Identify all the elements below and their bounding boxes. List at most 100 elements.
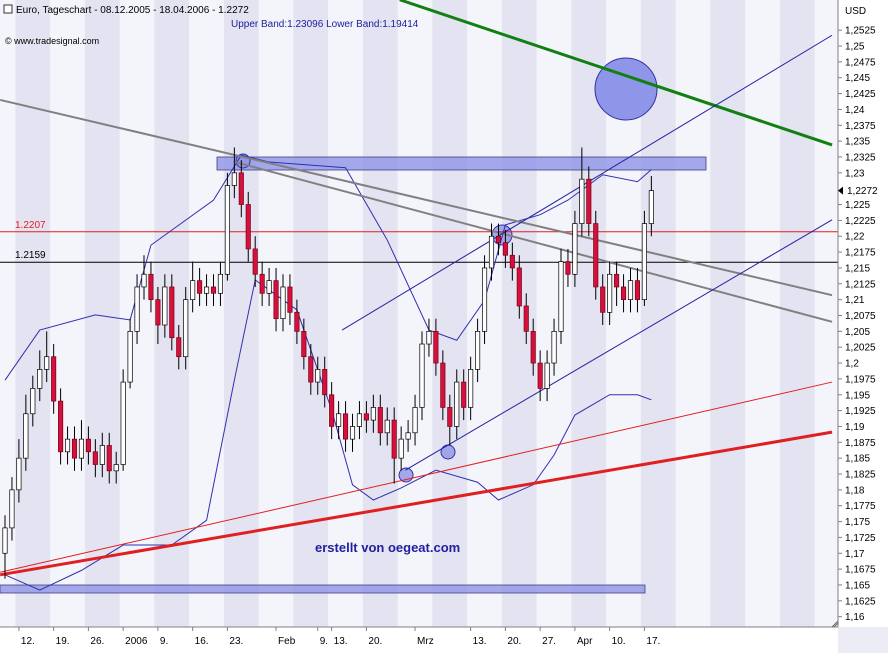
x-tick-label: 19.	[56, 636, 70, 647]
candle-body	[106, 445, 112, 472]
candle-body	[349, 426, 356, 440]
candle-body	[231, 172, 237, 186]
y-tick-label: 1,1725	[845, 533, 876, 544]
candle-body	[210, 286, 217, 294]
candle-body	[558, 261, 564, 332]
candle-body	[141, 273, 147, 288]
candle-body	[266, 280, 272, 294]
candle-body	[634, 280, 641, 300]
candle-body	[44, 356, 50, 370]
candle-body	[627, 280, 634, 300]
candle-body	[64, 438, 71, 453]
candle-body	[648, 190, 654, 224]
candle-body	[377, 407, 383, 434]
week-stripe	[328, 0, 363, 627]
x-tick-label: 27.	[542, 636, 556, 647]
week-stripes	[1, 0, 838, 627]
candle-body	[551, 330, 557, 364]
candle-body	[58, 400, 64, 453]
last-price-marker	[838, 186, 843, 195]
candle-body	[343, 413, 349, 440]
y-tick-label: 1,2	[845, 359, 859, 370]
y-tick-label: 1,17	[845, 549, 865, 560]
week-stripe	[814, 0, 838, 627]
y-tick-label: 1,1775	[845, 501, 876, 512]
week-stripe	[710, 0, 746, 627]
candle-body	[537, 362, 543, 389]
watermark: erstellt von oegeat.com	[315, 540, 460, 555]
x-tick-label: Feb	[278, 636, 296, 647]
support-box	[0, 584, 646, 594]
y-tick-label: 1,25	[845, 42, 865, 53]
y-tick-label: 1,1825	[845, 470, 876, 481]
candle-body	[329, 394, 335, 427]
candle-body	[488, 235, 495, 269]
x-tick-label: 26.	[90, 636, 104, 647]
x-tick-label: 2006	[125, 636, 148, 647]
candle-body	[217, 273, 224, 294]
candle-body	[99, 445, 105, 465]
candle-body	[419, 343, 425, 408]
candle-body	[530, 330, 536, 364]
candle-body	[544, 362, 550, 389]
candle-body	[468, 369, 474, 408]
candle-body	[113, 464, 119, 472]
y-tick-label: 1,23	[845, 168, 865, 179]
candle-body	[322, 369, 328, 396]
trend-line	[0, 381, 833, 573]
y-tick-label: 1,245	[845, 73, 870, 84]
candle-body	[356, 413, 363, 427]
y-tick-label: 1,2175	[845, 248, 876, 259]
highlight-circle	[594, 57, 658, 121]
x-tick-label: 12.	[21, 636, 35, 647]
level-label: 1.2159	[15, 250, 46, 261]
week-stripe	[84, 0, 120, 627]
candle-body	[176, 337, 182, 358]
candle-body	[85, 438, 91, 453]
y-tick-label: 1,1625	[845, 596, 876, 607]
candle-body	[516, 267, 522, 307]
band-info: Upper Band:1.23096 Lower Band:1.19414	[231, 19, 419, 30]
candle-body	[120, 381, 126, 465]
y-tick-label: 1,235	[845, 137, 870, 148]
candle-body	[384, 419, 390, 434]
y-tick-label: 1,2375	[845, 121, 876, 132]
candle-body	[433, 330, 439, 364]
credit: © www.tradesignal.com	[5, 36, 99, 46]
level-label: 1.2207	[15, 220, 46, 231]
y-tick-label: 1,2025	[845, 343, 876, 354]
candle-body	[579, 178, 585, 224]
candle-body	[301, 330, 307, 358]
y-tick-label: 1,225	[845, 200, 870, 211]
candle-body	[523, 305, 529, 332]
x-tick-label: 9.	[320, 636, 328, 647]
trend-line	[399, 0, 833, 147]
candle-body	[162, 286, 168, 326]
candle-body	[482, 267, 488, 332]
x-tick-label: 20.	[507, 636, 521, 647]
candle-body	[294, 311, 300, 332]
y-tick-label: 1,21	[845, 295, 865, 306]
week-stripe	[1, 0, 16, 627]
candle-body	[614, 273, 620, 288]
y-tick-label: 1,215	[845, 263, 870, 274]
y-tick-label: 1,2225	[845, 216, 876, 227]
week-stripe	[675, 0, 711, 627]
y-tick-label: 1,2425	[845, 89, 876, 100]
x-tick-label: Mrz	[417, 636, 434, 647]
y-tick-label: 1,205	[845, 327, 870, 338]
candle-body	[461, 381, 467, 408]
candle-body	[565, 261, 571, 275]
week-stripe	[397, 0, 433, 627]
x-tick-label: 17.	[646, 636, 660, 647]
candle-body	[197, 280, 203, 294]
chart-title: Euro, Tageschart - 08.12.2005 - 18.04.20…	[16, 5, 249, 16]
candle-body	[363, 413, 369, 421]
candle-body	[405, 432, 411, 440]
x-axis-panel	[0, 627, 838, 653]
candle-body	[600, 286, 606, 313]
candle-body	[78, 438, 85, 459]
week-stripe	[50, 0, 85, 627]
